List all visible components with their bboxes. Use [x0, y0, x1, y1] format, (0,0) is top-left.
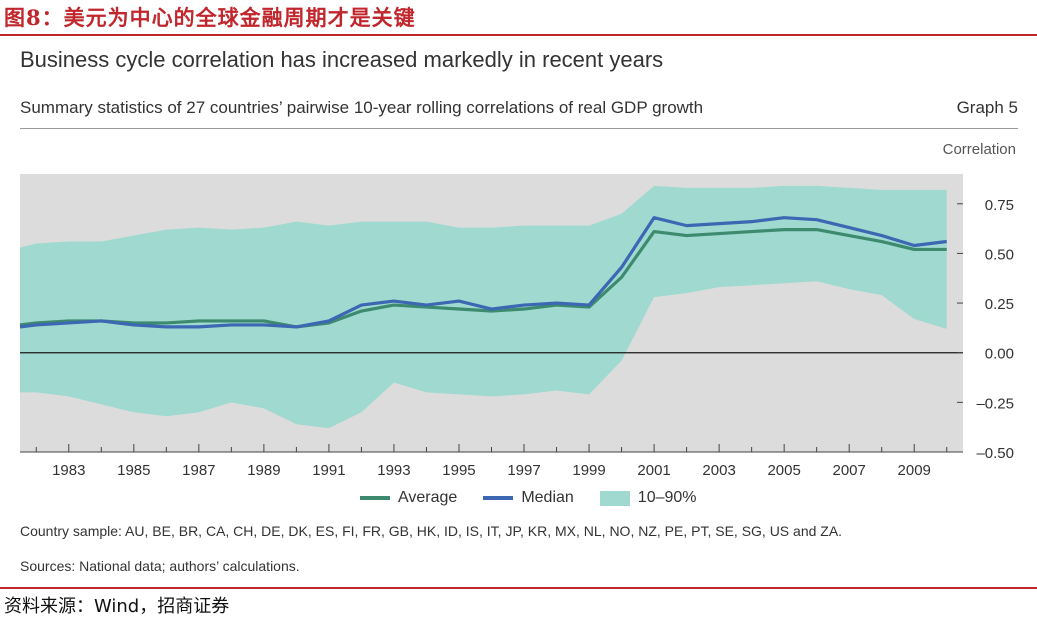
x-tick-label: 1995 — [442, 462, 475, 479]
x-tick-label: 1983 — [52, 462, 85, 479]
x-tick-label: 1985 — [117, 462, 150, 479]
subtitle-divider — [20, 128, 1018, 129]
legend-swatch-band — [599, 490, 630, 506]
legend-swatch-median — [483, 496, 514, 500]
x-tick-label: 1989 — [247, 462, 280, 479]
x-tick-label: 1993 — [377, 462, 410, 479]
line-chart: 1983 1985 1987 1989 1991 1993 1995 1997 1999 2001… — [19, 174, 1014, 479]
legend: Average Median 10–90% — [360, 489, 723, 507]
data-source: 资料来源：Wind，招商证券 — [4, 596, 230, 617]
legend-item-average: Average — [360, 489, 457, 507]
y-tick-label: 0.50 — [985, 246, 1014, 263]
x-tick-label: 2003 — [702, 462, 735, 479]
x-tick-label: 1991 — [312, 462, 345, 479]
y-tick-label: 0.25 — [985, 296, 1014, 313]
legend-swatch-average — [360, 496, 390, 500]
sources-note: Sources: National data; authors’ calcula… — [20, 558, 300, 574]
x-tick-label: 2005 — [767, 462, 800, 479]
chart-headline: Business cycle correlation has increased… — [20, 47, 664, 72]
graph-number: Graph 5 — [956, 98, 1018, 117]
country-sample-note: Country sample: AU, BE, BR, CA, CH, DE, … — [20, 523, 843, 539]
x-tick-label: 2009 — [898, 462, 931, 479]
x-tick-label: 1997 — [507, 462, 540, 479]
series-line-median — [19, 216, 947, 329]
top-divider — [0, 34, 1037, 36]
x-tick-label: 1987 — [182, 462, 215, 479]
y-tick-label: –0.25 — [976, 395, 1014, 412]
x-tick-label: 2007 — [833, 462, 866, 479]
x-tick-label: 2001 — [637, 462, 670, 479]
y-tick-label: 0.00 — [985, 346, 1014, 363]
y-axis-label: Correlation — [942, 141, 1016, 158]
legend-item-band: 10–90% — [599, 489, 697, 507]
chart-subtitle: Summary statistics of 27 countries’ pair… — [20, 98, 704, 117]
y-tick-label: –0.50 — [976, 445, 1014, 462]
y-tick-label: 0.75 — [985, 197, 1014, 214]
bottom-divider — [0, 587, 1037, 589]
legend-label-band: 10–90% — [637, 489, 697, 506]
legend-label-average: Average — [398, 489, 458, 506]
x-tick-label: 1999 — [572, 462, 605, 479]
legend-label-median: Median — [521, 489, 574, 506]
series-line-average — [19, 227, 947, 329]
figure-title: 图8：美元为中心的全球金融周期才是关键 — [4, 5, 416, 30]
legend-item-median: Median — [483, 489, 574, 507]
